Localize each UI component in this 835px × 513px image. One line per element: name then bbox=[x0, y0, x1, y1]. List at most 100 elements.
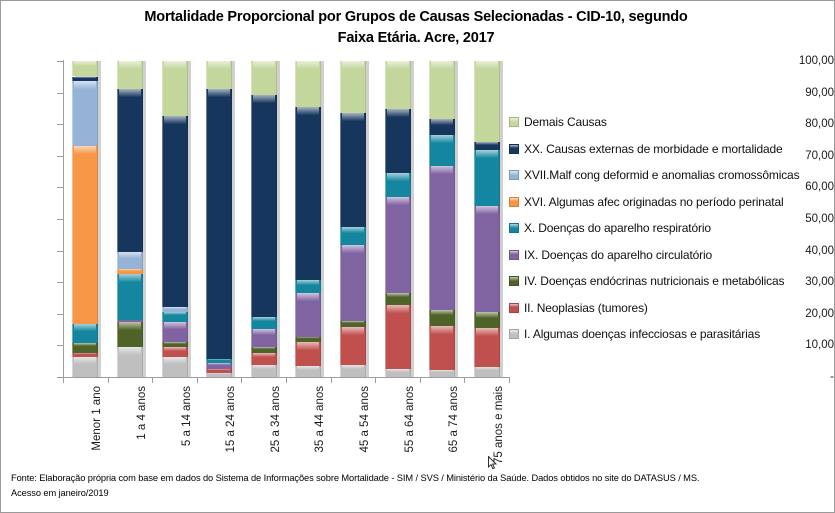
bar-segment-malformacoes[interactable] bbox=[116, 251, 143, 270]
bar-column[interactable] bbox=[339, 61, 366, 377]
bar-column[interactable] bbox=[473, 61, 500, 377]
bar-segment-respiratorio[interactable] bbox=[116, 274, 143, 320]
bar-segment-externas[interactable] bbox=[161, 116, 188, 307]
bar-segment-demais[interactable] bbox=[339, 61, 366, 113]
bar-segment-externas[interactable] bbox=[206, 88, 233, 359]
legend-item[interactable]: Demais Causas bbox=[509, 109, 831, 136]
bar-segment-endocrinas[interactable] bbox=[384, 292, 411, 305]
bar-segment-infecciosas[interactable] bbox=[295, 365, 322, 377]
bar-segment-neoplasias[interactable] bbox=[339, 327, 366, 365]
bar-segment-endocrinas[interactable] bbox=[473, 311, 500, 329]
bar-segment-externas[interactable] bbox=[295, 106, 322, 280]
bar-segment-externas[interactable] bbox=[473, 142, 500, 151]
bar-segment-demais[interactable] bbox=[161, 61, 188, 117]
bar-segment-demais[interactable] bbox=[72, 61, 99, 77]
bar-segment-circulatorio[interactable] bbox=[206, 362, 233, 369]
bar-segment-demais[interactable] bbox=[206, 61, 233, 89]
bar-segment-neoplasias[interactable] bbox=[206, 368, 233, 373]
bar-segment-infecciosas[interactable] bbox=[161, 357, 188, 377]
bar-segment-endocrinas[interactable] bbox=[250, 346, 277, 353]
segment-gloss bbox=[252, 346, 275, 350]
x-tick-mark bbox=[152, 377, 154, 383]
bar-segment-respiratorio[interactable] bbox=[473, 150, 500, 207]
bar-segment-infecciosas[interactable] bbox=[339, 365, 366, 377]
bar-segment-circulatorio[interactable] bbox=[384, 196, 411, 293]
bar-segment-circulatorio[interactable] bbox=[161, 322, 188, 342]
bar-segment-perinatal[interactable] bbox=[116, 269, 143, 275]
mouse-cursor-icon bbox=[488, 455, 498, 470]
legend-item[interactable]: IV. Doenças endócrinas nutricionais e me… bbox=[509, 268, 831, 295]
bar-segment-demais[interactable] bbox=[116, 61, 143, 89]
bar-segment-neoplasias[interactable] bbox=[161, 346, 188, 358]
bar-segment-circulatorio[interactable] bbox=[295, 292, 322, 337]
segment-gloss bbox=[118, 322, 141, 331]
bar-segment-malformacoes[interactable] bbox=[72, 80, 99, 146]
bar-segment-malformacoes[interactable] bbox=[161, 306, 188, 312]
bar-segment-infecciosas[interactable] bbox=[473, 366, 500, 377]
bar-segment-circulatorio[interactable] bbox=[473, 206, 500, 312]
bar-segment-neoplasias[interactable] bbox=[295, 341, 322, 366]
legend-item[interactable]: X. Doenças do aparelho respiratório bbox=[509, 215, 831, 242]
legend-item[interactable]: I. Algumas doenças infecciosas e parasit… bbox=[509, 321, 831, 348]
bar-segment-circulatorio[interactable] bbox=[116, 319, 143, 323]
bar-column[interactable] bbox=[206, 61, 233, 377]
bar-segment-respiratorio[interactable] bbox=[339, 226, 366, 245]
bar-segment-infecciosas[interactable] bbox=[72, 356, 99, 377]
bar-segment-endocrinas[interactable] bbox=[295, 336, 322, 342]
bar-segment-neoplasias[interactable] bbox=[429, 325, 456, 371]
legend-item[interactable]: II. Neoplasias (tumores) bbox=[509, 295, 831, 322]
bar-segment-endocrinas[interactable] bbox=[339, 321, 366, 328]
bar-segment-perinatal[interactable] bbox=[72, 145, 99, 325]
bar-segment-demais[interactable] bbox=[295, 61, 322, 107]
bar-segment-externas[interactable] bbox=[72, 76, 99, 81]
bar-segment-respiratorio[interactable] bbox=[161, 311, 188, 323]
bar-column[interactable] bbox=[295, 61, 322, 377]
bar-segment-externas[interactable] bbox=[384, 108, 411, 173]
bar-segment-endocrinas[interactable] bbox=[72, 342, 99, 353]
bar-segment-neoplasias[interactable] bbox=[473, 328, 500, 367]
bar-segment-endocrinas[interactable] bbox=[161, 341, 188, 347]
bar-segment-demais[interactable] bbox=[473, 61, 500, 143]
bar-segment-externas[interactable] bbox=[339, 112, 366, 227]
bar-segment-infecciosas[interactable] bbox=[384, 369, 411, 377]
bar-segment-circulatorio[interactable] bbox=[339, 244, 366, 322]
segment-gloss bbox=[252, 94, 275, 103]
x-tick-mark bbox=[419, 377, 421, 383]
bar-segment-externas[interactable] bbox=[116, 88, 143, 252]
legend-item[interactable]: XVII.Malf cong deformid e anomalias crom… bbox=[509, 162, 831, 189]
bar-segment-endocrinas[interactable] bbox=[429, 309, 456, 326]
legend-item[interactable]: IX. Doenças do aparelho circulatório bbox=[509, 242, 831, 269]
bar-segment-respiratorio[interactable] bbox=[384, 172, 411, 197]
bar-segment-infecciosas[interactable] bbox=[116, 346, 143, 377]
bar-column[interactable] bbox=[429, 61, 456, 377]
bar-segment-demais[interactable] bbox=[384, 61, 411, 109]
legend-item[interactable]: XX. Causas externas de morbidade e morta… bbox=[509, 136, 831, 163]
segment-gloss bbox=[341, 321, 364, 324]
bar-segment-demais[interactable] bbox=[250, 61, 277, 95]
bar-segment-infecciosas[interactable] bbox=[429, 370, 456, 377]
bar-segment-circulatorio[interactable] bbox=[429, 165, 456, 310]
bar-segment-respiratorio[interactable] bbox=[72, 324, 99, 343]
bar-segment-endocrinas[interactable] bbox=[116, 322, 143, 347]
bar-column[interactable] bbox=[116, 61, 143, 377]
bar-segment-respiratorio[interactable] bbox=[295, 280, 322, 293]
bar-segment-externas[interactable] bbox=[429, 119, 456, 136]
bar-segment-neoplasias[interactable] bbox=[384, 304, 411, 370]
bar-segment-respiratorio[interactable] bbox=[429, 135, 456, 166]
bar-segment-infecciosas[interactable] bbox=[206, 372, 233, 377]
bar-segment-neoplasias[interactable] bbox=[72, 352, 99, 357]
bar-segment-demais[interactable] bbox=[429, 61, 456, 120]
bar-column[interactable] bbox=[384, 61, 411, 377]
bar-segment-respiratorio[interactable] bbox=[206, 358, 233, 363]
bar-segment-circulatorio[interactable] bbox=[250, 328, 277, 347]
bar-segment-respiratorio[interactable] bbox=[250, 316, 277, 329]
segment-gloss bbox=[163, 116, 186, 125]
bar-column[interactable] bbox=[250, 61, 277, 377]
bar-column[interactable] bbox=[161, 61, 188, 377]
bar-segment-infecciosas[interactable] bbox=[250, 365, 277, 377]
bar-segment-neoplasias[interactable] bbox=[250, 353, 277, 365]
y-tick-label: 40,00 bbox=[805, 244, 834, 257]
bar-segment-externas[interactable] bbox=[250, 94, 277, 317]
bar-column[interactable] bbox=[72, 61, 99, 377]
legend-item[interactable]: XVI. Algumas afec originadas no período … bbox=[509, 189, 831, 216]
